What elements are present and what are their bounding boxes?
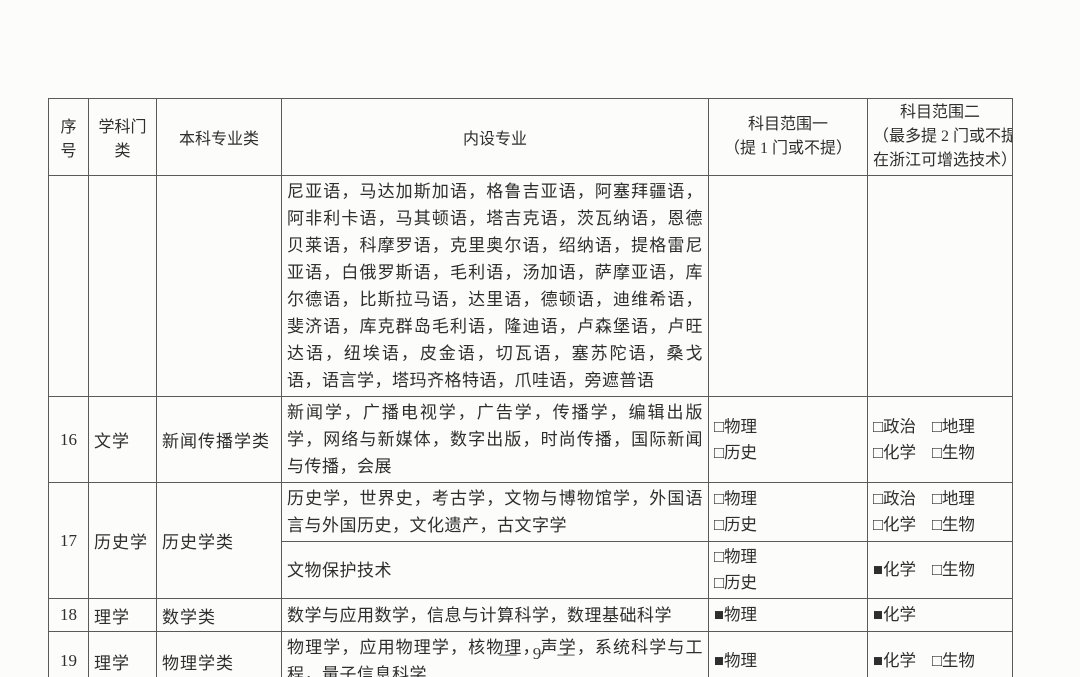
checkbox-history: □历史 [714,573,757,592]
checkbox-chemistry-checked: ■化学 [873,651,916,670]
empty-range2-cell [867,175,1013,397]
header-inner-majors: 内设专业 [281,98,709,176]
cell-seq-16: 16 [48,396,89,483]
checkbox-history: □历史 [714,442,757,462]
header-major-class: 本科专业类 [156,98,282,176]
checkbox-geography: □地理 [931,416,975,436]
checkbox-politics: □政治 [873,416,916,436]
cell-majors-17a: 历史学，世界史，考古学，文物与博物馆学，外国语言与外国历史，文化遗产，古文字学 [281,482,709,542]
checkbox-biology: □生物 [931,651,975,670]
table-row-16: 16 文学 新闻传播学类 新闻学，广播电视学，广告学，传播学，编辑出版学，网络与… [48,396,1013,483]
empty-discipline-cell [88,175,157,397]
checkbox-chemistry: □化学 [873,515,916,534]
majors-subject-table: 序号 学科门类 本科专业类 内设专业 科目范围一 （提 1 门或不提） 科目范围… [48,98,1013,677]
checkbox-physics: □物理 [714,547,757,566]
checkbox-physics: □物理 [714,416,757,436]
checkbox-history: □历史 [714,515,757,534]
checkbox-chemistry-checked: ■化学 [873,605,916,624]
checkbox-physics-checked: ■物理 [714,605,757,624]
cell-range2-17a: □政治 □地理 □化学 □生物 [867,482,1013,542]
cell-major-class-16: 新闻传播学类 [156,396,282,483]
header-subject-range-1: 科目范围一 （提 1 门或不提） [708,98,868,176]
checkbox-biology: □生物 [931,442,975,462]
table-row-19: 19 理学 物理学类 物理学，应用物理学，核物理，声学，系统科学与工程，量子信息… [48,631,1013,677]
header-discipline: 学科门类 [88,98,157,176]
cell-range1-17b: □物理 □历史 [708,541,868,599]
header-subject-range-1-note: （提 1 门或不提） [723,140,852,157]
empty-seq-cell [48,175,89,397]
table-row-18: 18 理学 数学类 数学与应用数学，信息与计算科学，数理基础科学 ■物理 ■化学 [48,598,1013,632]
header-seq: 序号 [48,98,89,176]
cell-majors-continuation: 尼亚语，马达加斯加语，格鲁吉亚语，阿塞拜疆语，阿非利卡语，马其顿语，塔吉克语，茨… [281,175,709,397]
cell-range1-18: ■物理 [708,598,868,632]
cell-range2-19: ■化学 □生物 [867,631,1013,677]
cell-discipline-19: 理学 [88,631,157,677]
cell-major-class-17: 历史学类 [156,482,282,599]
table-header-row: 序号 学科门类 本科专业类 内设专业 科目范围一 （提 1 门或不提） 科目范围… [48,98,1013,176]
checkbox-physics: □物理 [714,489,757,508]
checkbox-biology: □生物 [931,515,975,534]
checkbox-physics-checked: ■物理 [714,651,757,670]
cell-seq-17: 17 [48,482,89,599]
cell-majors-16: 新闻学，广播电视学，广告学，传播学，编辑出版学，网络与新媒体，数字出版，时尚传播… [281,396,709,483]
cell-range2-17b: ■化学 □生物 [867,541,1013,599]
table-row-17a: 17 历史学 历史学类 历史学，世界史，考古学，文物与博物馆学，外国语言与外国历… [48,482,1013,599]
cell-range1-16: □物理 □历史 [708,396,868,483]
header-subject-range-2-note2: 在浙江可增选技术） [873,152,1013,169]
checkbox-politics: □政治 [873,489,916,508]
header-subject-range-1-title: 科目范围一 [747,116,828,133]
cell-seq-18: 18 [48,598,89,632]
page-number: — 9 — [499,644,581,663]
header-subject-range-2-title: 科目范围二 [899,104,980,121]
cell-range1-17a: □物理 □历史 [708,482,868,542]
cell-major-class-19: 物理学类 [156,631,282,677]
checkbox-biology: □生物 [931,560,975,579]
cell-discipline-17: 历史学 [88,482,157,599]
checkbox-chemistry-checked: ■化学 [873,560,916,579]
cell-major-class-18: 数学类 [156,598,282,632]
cell-range1-19: ■物理 [708,631,868,677]
checkbox-chemistry: □化学 [873,442,916,462]
cell-discipline-18: 理学 [88,598,157,632]
table-row-17b: 文物保护技术 □物理 □历史 ■化学 □生物 [49,541,1013,599]
row-continuation: 尼亚语，马达加斯加语，格鲁吉亚语，阿塞拜疆语，阿非利卡语，马其顿语，塔吉克语，茨… [48,175,1013,397]
cell-range2-16: □政治 □地理 □化学 □生物 [867,396,1013,483]
header-subject-range-2-note1: （最多提 2 门或不提， [873,128,1012,145]
header-subject-range-2: 科目范围二 （最多提 2 门或不提， 在浙江可增选技术） [867,98,1013,176]
empty-range1-cell [708,175,868,397]
cell-majors-17b: 文物保护技术 [281,541,709,599]
checkbox-geography: □地理 [931,489,975,508]
cell-majors-18: 数学与应用数学，信息与计算科学，数理基础科学 [281,598,709,632]
cell-discipline-16: 文学 [88,396,157,483]
cell-range2-18: ■化学 [867,598,1013,632]
empty-major-class-cell [156,175,282,397]
